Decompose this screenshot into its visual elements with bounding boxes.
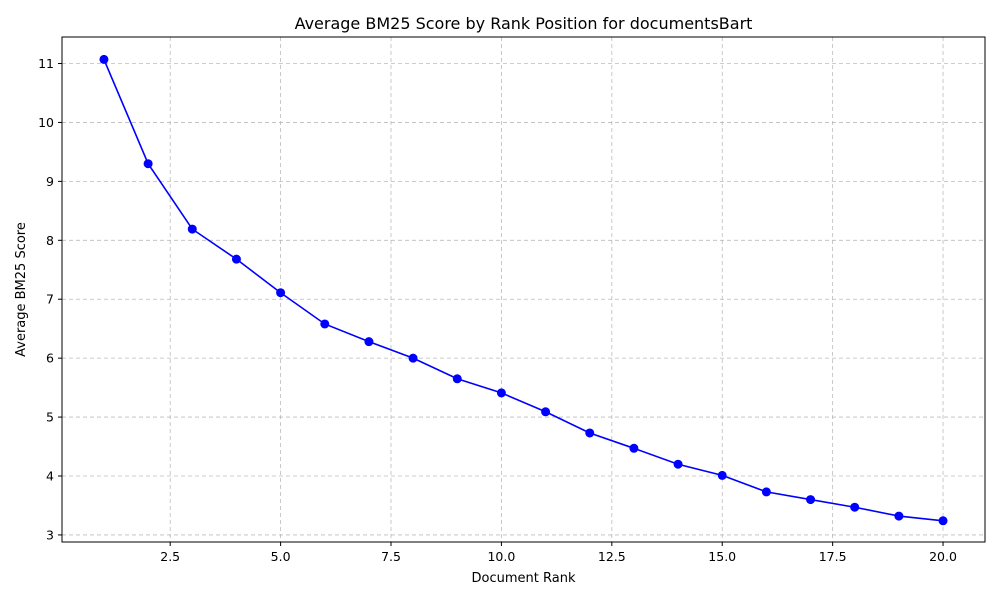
data-point — [585, 428, 595, 438]
data-point — [187, 224, 197, 234]
x-tick-label: 12.5 — [598, 549, 626, 564]
y-tick-label: 5 — [46, 410, 54, 425]
y-tick-label: 11 — [38, 56, 54, 71]
data-point — [938, 516, 948, 526]
axis-ticks: 2.5 5.0 7.5 10.0 12.5 15.0 17.5 20.0 3 4 5 6 7 8 9 10 11 — [38, 56, 957, 564]
series-layer — [99, 54, 948, 526]
grid-lines — [62, 37, 985, 542]
x-tick-label: 15.0 — [708, 549, 736, 564]
x-tick-label: 17.5 — [819, 549, 847, 564]
data-point — [894, 511, 904, 521]
data-point — [850, 502, 860, 512]
data-point — [673, 459, 683, 469]
series-line — [103, 59, 944, 522]
y-tick-label: 6 — [46, 351, 54, 366]
data-point — [276, 288, 286, 298]
data-point — [452, 374, 462, 384]
data-point — [496, 388, 506, 398]
data-point — [320, 319, 330, 329]
x-tick-label: 7.5 — [381, 549, 401, 564]
data-point — [717, 470, 727, 480]
x-tick-label: 2.5 — [160, 549, 180, 564]
x-tick-label: 5.0 — [271, 549, 291, 564]
chart-title: Average BM25 Score by Rank Position for … — [295, 14, 753, 33]
y-axis-label: Average BM25 Score — [14, 222, 29, 357]
y-tick-label: 3 — [46, 527, 54, 542]
data-point — [541, 407, 551, 417]
x-axis-label: Document Rank — [472, 571, 576, 586]
y-tick-label: 8 — [46, 233, 54, 248]
data-point — [629, 443, 639, 453]
y-tick-label: 7 — [46, 292, 54, 307]
data-point — [143, 159, 153, 169]
x-tick-label: 20.0 — [929, 549, 957, 564]
data-point — [231, 254, 241, 264]
data-point — [761, 487, 771, 497]
data-point — [364, 337, 374, 347]
plot-frame — [61, 36, 986, 543]
data-point — [408, 353, 418, 363]
data-point — [99, 54, 109, 64]
x-tick-label: 10.0 — [487, 549, 515, 564]
y-tick-label: 9 — [46, 174, 54, 189]
data-point — [806, 495, 816, 505]
y-tick-label: 4 — [46, 469, 54, 484]
y-tick-label: 10 — [38, 115, 54, 130]
